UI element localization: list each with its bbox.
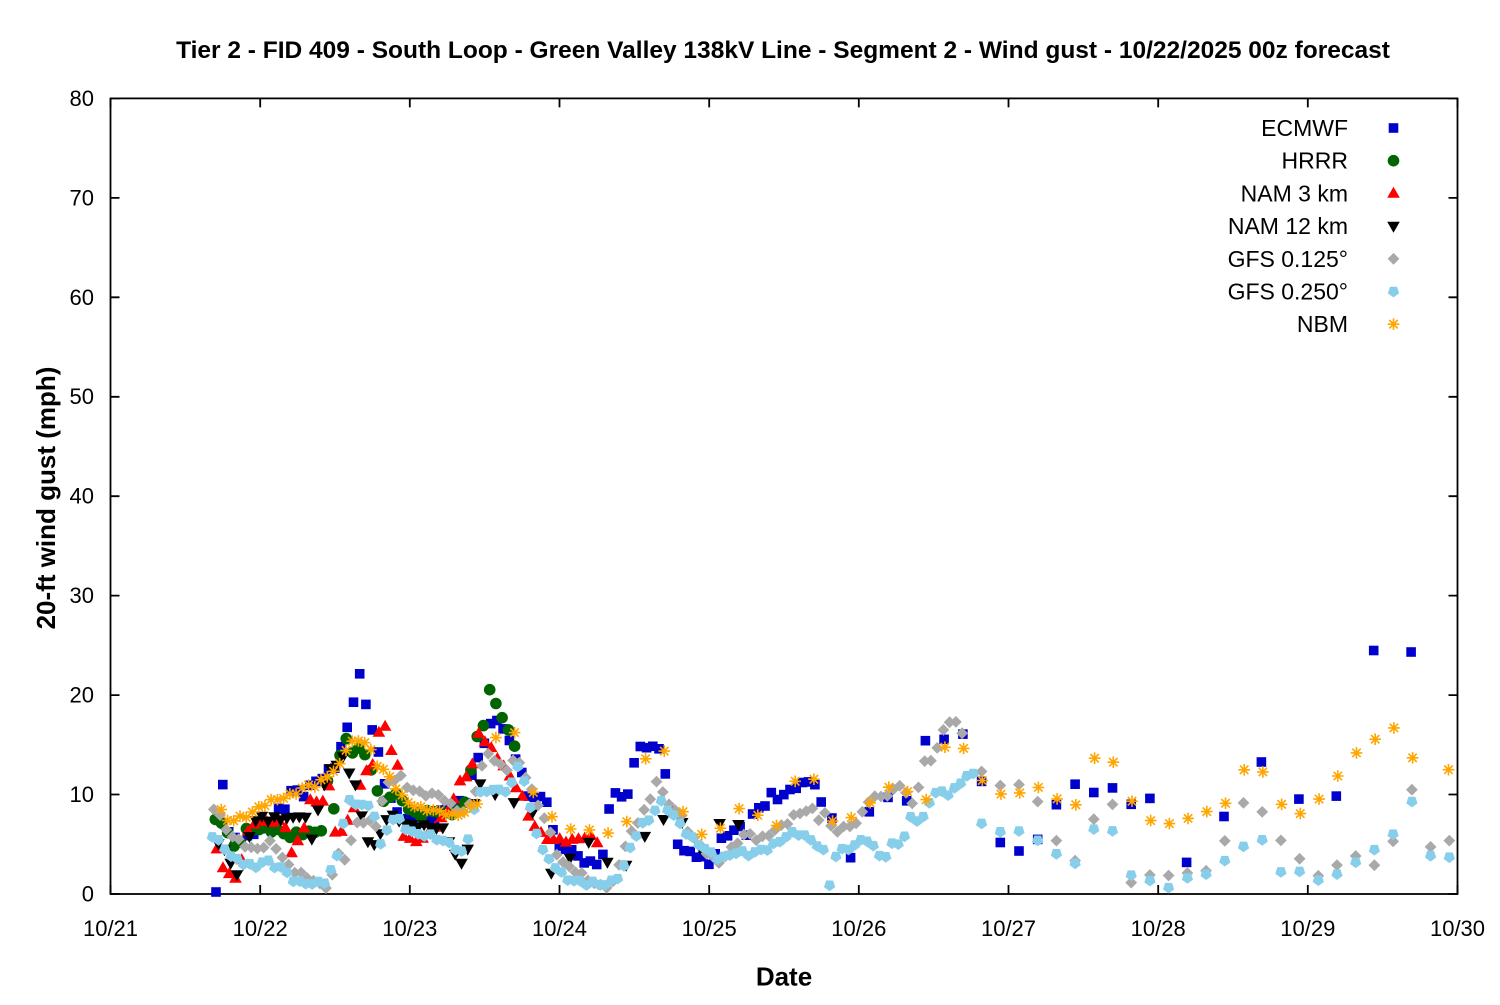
svg-text:Date: Date (756, 962, 812, 992)
svg-text:10/29: 10/29 (1280, 916, 1335, 941)
svg-text:10/30: 10/30 (1430, 916, 1485, 941)
svg-text:50: 50 (70, 384, 94, 409)
svg-text:70: 70 (70, 185, 94, 210)
svg-text:NAM 12 km: NAM 12 km (1228, 213, 1348, 239)
svg-text:20-ft wind gust (mph): 20-ft wind gust (mph) (31, 367, 61, 630)
svg-text:80: 80 (70, 86, 94, 111)
svg-text:60: 60 (70, 285, 94, 310)
svg-text:GFS 0.250°: GFS 0.250° (1228, 279, 1348, 305)
svg-text:GFS 0.125°: GFS 0.125° (1228, 246, 1348, 272)
svg-text:10: 10 (70, 782, 94, 807)
svg-text:10/23: 10/23 (382, 916, 437, 941)
svg-text:NAM 3 km: NAM 3 km (1241, 180, 1348, 206)
svg-text:40: 40 (70, 484, 94, 509)
svg-text:10/27: 10/27 (981, 916, 1036, 941)
svg-text:HRRR: HRRR (1282, 148, 1348, 174)
svg-text:10/24: 10/24 (532, 916, 587, 941)
svg-text:0: 0 (82, 882, 94, 907)
svg-text:30: 30 (70, 583, 94, 608)
svg-text:10/28: 10/28 (1131, 916, 1186, 941)
svg-text:20: 20 (70, 683, 94, 708)
svg-text:Tier 2 - FID 409 - South Loop: Tier 2 - FID 409 - South Loop - Green Va… (176, 37, 1390, 64)
svg-text:10/22: 10/22 (233, 916, 288, 941)
svg-text:10/25: 10/25 (682, 916, 737, 941)
svg-text:10/21: 10/21 (83, 916, 138, 941)
svg-text:NBM: NBM (1297, 311, 1348, 337)
svg-text:ECMWF: ECMWF (1261, 115, 1348, 141)
svg-text:10/26: 10/26 (831, 916, 886, 941)
